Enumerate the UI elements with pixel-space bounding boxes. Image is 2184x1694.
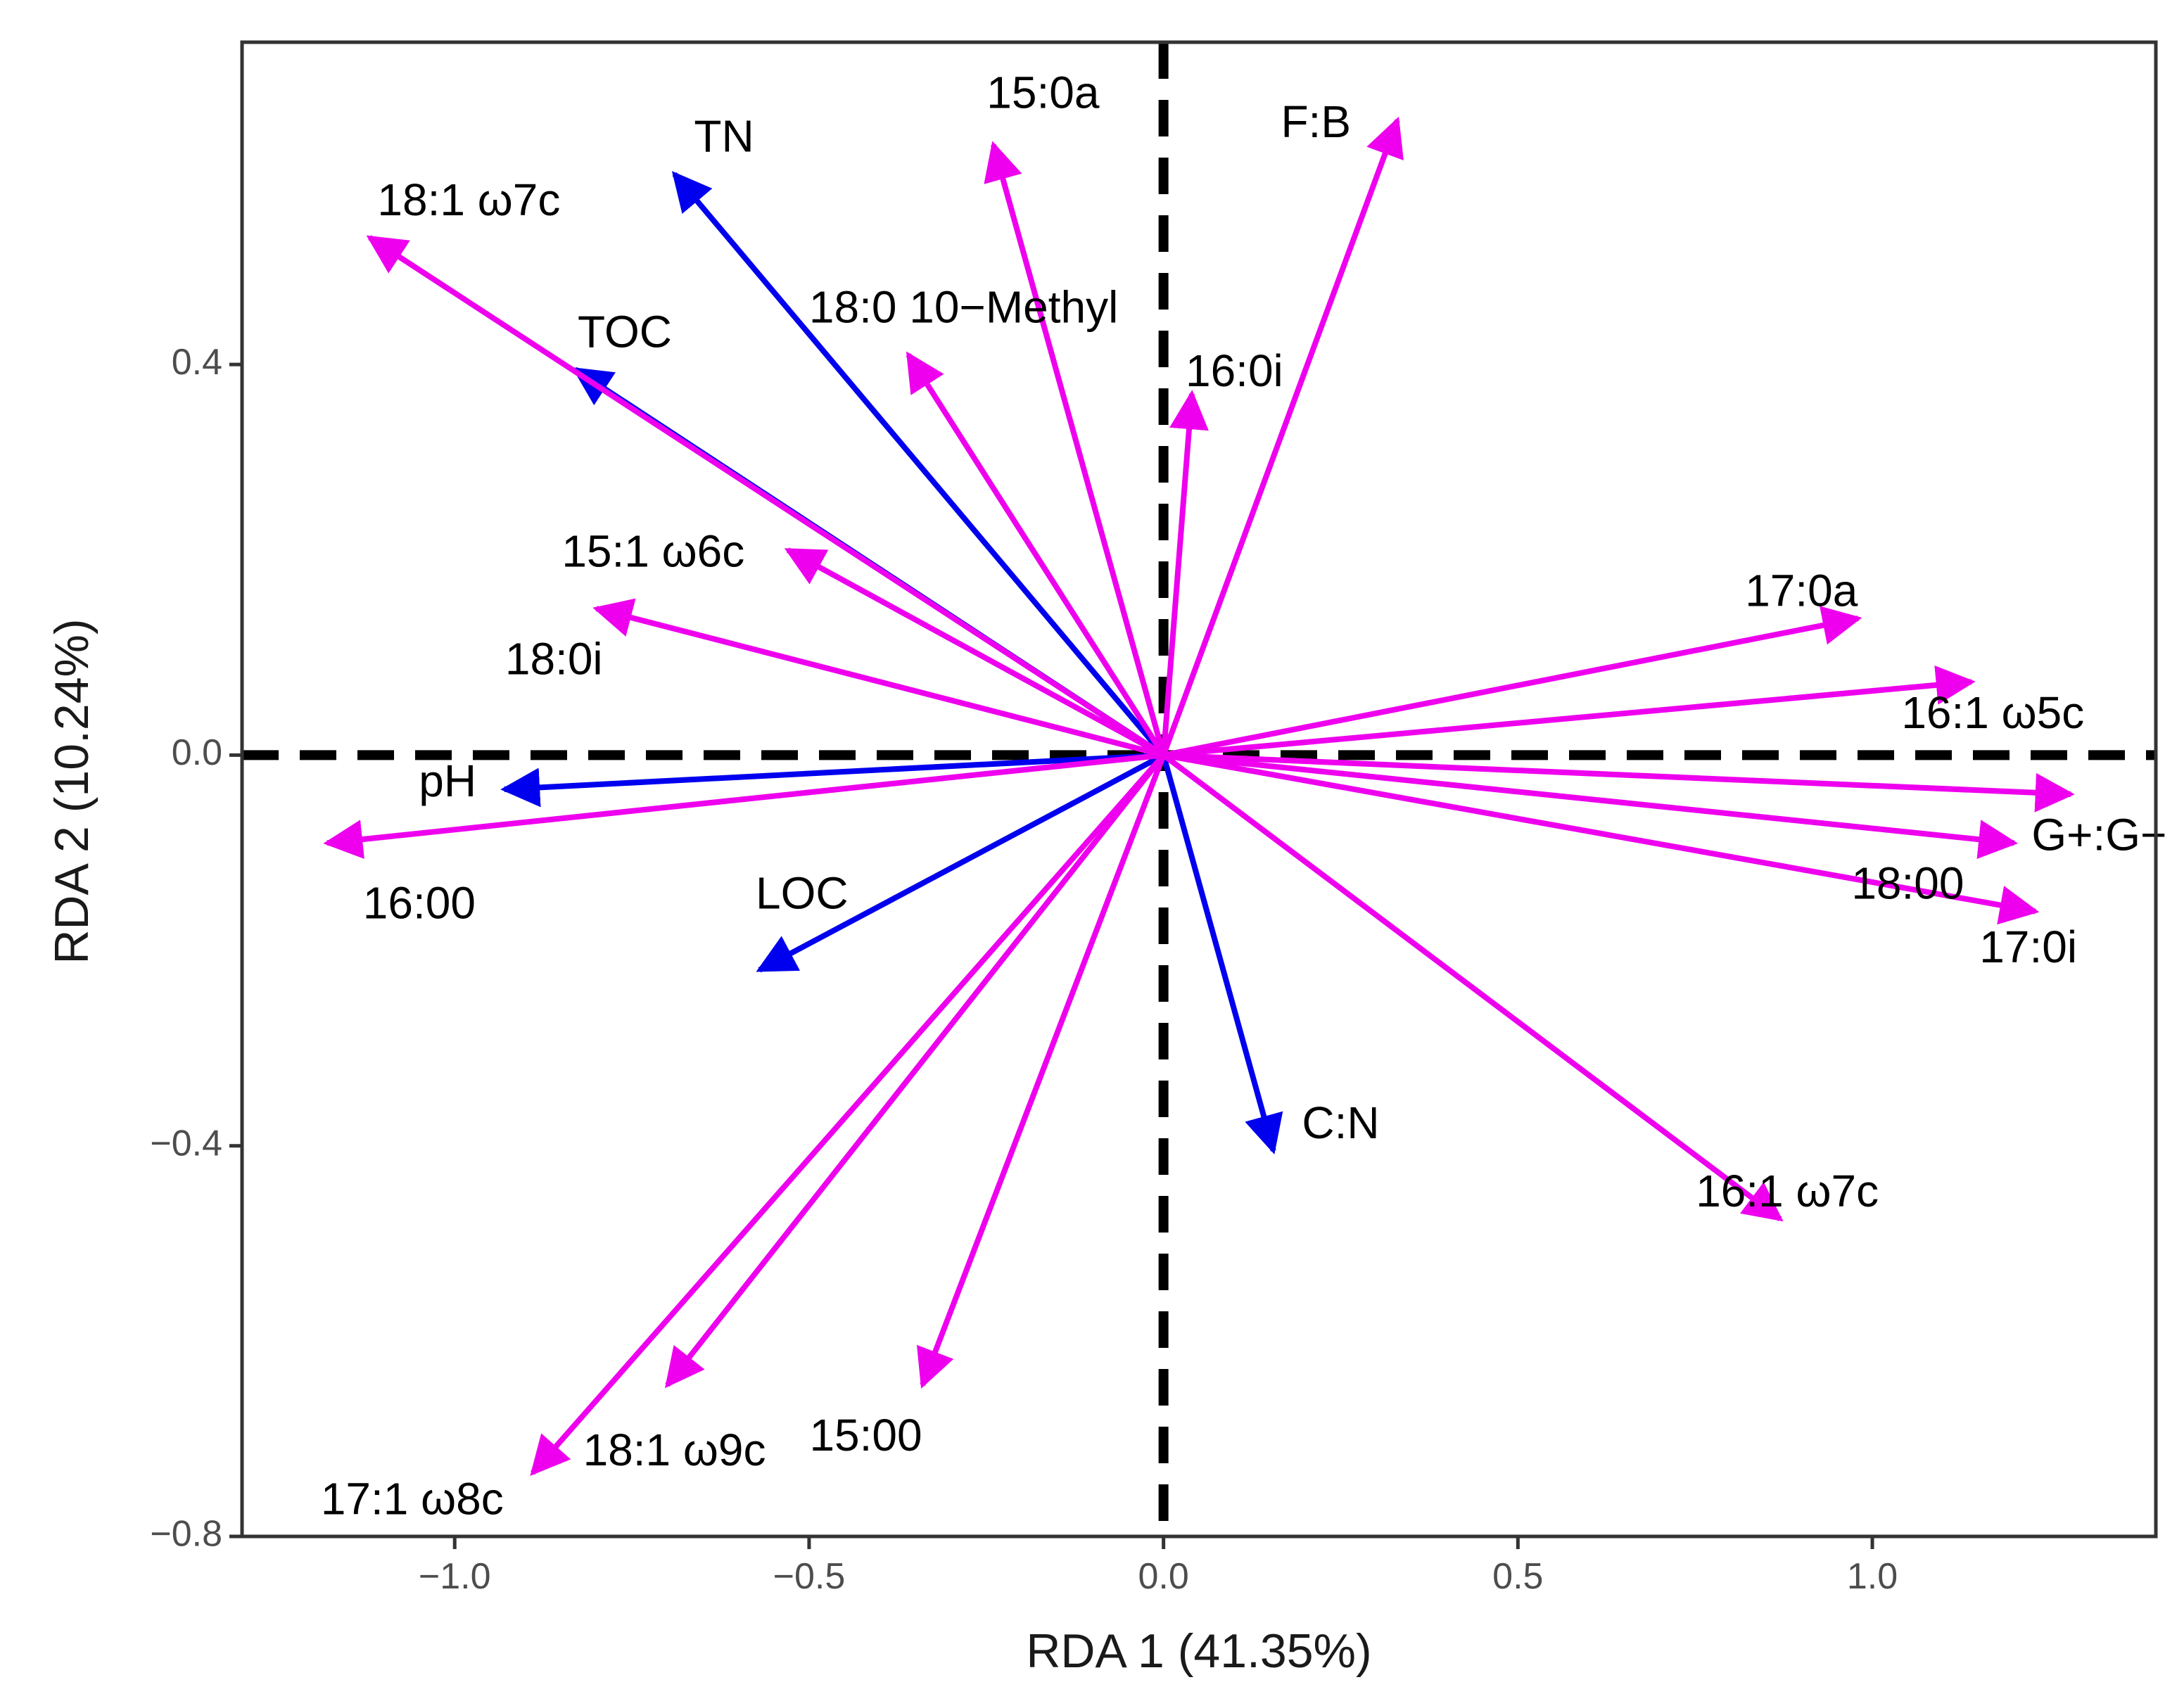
vector-labels: TN TOC pH LOC C:N 15:0a F:B 18:1 ω7c 18:0 10−Met… — [321, 67, 2167, 1524]
vector-arrow-g-g — [1163, 752, 2075, 813]
vector-arrow-15-1w6c — [784, 547, 1165, 758]
vector-arrow-ph — [500, 752, 1164, 808]
vector-arrow-17-1w8c — [530, 753, 1166, 1476]
vector-arrow-16-1w7c — [1162, 753, 1784, 1222]
x-tick-label: 0.5 — [1492, 1556, 1543, 1597]
y-tick-label: −0.4 — [150, 1123, 222, 1164]
vector-arrow-16-0i — [1160, 390, 1209, 756]
plot-panel-border — [240, 40, 2158, 1539]
y-tick-label: 0.4 — [172, 342, 222, 383]
vector-label-18-0-10-methyl: 18:0 10−Methyl — [809, 282, 1118, 333]
vector-label-f-b: F:B — [1281, 96, 1351, 147]
vector-label-toc: TOC — [578, 306, 672, 357]
vector-label-ph: pH — [419, 756, 476, 806]
vector-label-16-1w5c: 16:1 ω5c — [1901, 687, 2084, 738]
vector-label-17-1w8c: 17:1 ω8c — [321, 1473, 504, 1524]
x-tick-label: −0.5 — [773, 1556, 846, 1597]
vector-arrow-18-00 — [1163, 752, 2019, 860]
vector-arrow-18-1w9c — [664, 753, 1166, 1389]
y-axis-title: RDA 2 (10.24%) — [45, 618, 99, 964]
vector-label-17-0a: 17:0a — [1745, 565, 1858, 616]
vector-arrow-f-b — [1160, 116, 1404, 756]
x-axis: −1.0 −0.5 0.0 0.5 1.0 — [419, 1536, 1898, 1597]
vector-label-16-00: 16:00 — [363, 877, 476, 928]
vector-arrow-18-0i — [592, 598, 1164, 758]
vector-label-loc: LOC — [756, 868, 849, 919]
vector-arrow-15-00 — [916, 753, 1167, 1389]
vector-label-15-1w6c: 15:1 ω6c — [561, 526, 744, 577]
y-tick-label: 0.0 — [172, 732, 222, 773]
vector-label-tn: TN — [694, 111, 754, 162]
y-axis: −0.8 −0.4 0.0 0.4 — [150, 342, 242, 1555]
vector-arrow-16-00 — [323, 752, 1164, 859]
vector-arrow-18-0-10-methyl — [906, 351, 1167, 757]
vector-arrow-c-n — [1160, 754, 1283, 1155]
vector-label-16-1w7c: 16:1 ω7c — [1696, 1166, 1879, 1216]
vector-label-15-0a: 15:0a — [986, 67, 1100, 117]
vector-arrow-loc — [756, 752, 1165, 973]
plot-background — [242, 42, 2156, 1536]
vector-arrow-16-1w5c — [1163, 665, 1976, 758]
y-tick-label: −0.8 — [150, 1514, 222, 1555]
x-tick-label: 1.0 — [1847, 1556, 1898, 1597]
vector-label-18-00: 18:00 — [1851, 858, 1964, 909]
x-tick-label: 0.0 — [1138, 1556, 1188, 1597]
vector-label-18-1w9c: 18:1 ω9c — [583, 1425, 766, 1475]
vector-arrow-18-1w7c — [366, 235, 1165, 758]
vector-label-18-1w7c: 18:1 ω7c — [377, 174, 560, 225]
vector-label-17-0i: 17:0i — [1979, 922, 2077, 972]
vector-arrow-15-0a — [984, 141, 1167, 756]
vector-arrow-17-0i — [1162, 752, 2040, 925]
vector-label-c-n: C:N — [1302, 1097, 1379, 1148]
vector-arrows — [323, 116, 2075, 1476]
vector-arrow-17-0a — [1162, 606, 1862, 758]
vector-arrow-tn — [671, 171, 1166, 757]
x-axis-title: RDA 1 (41.35%) — [1026, 1624, 1371, 1678]
vector-label-15-00: 15:00 — [809, 1410, 922, 1460]
vector-label-18-0i: 18:0i — [505, 633, 603, 684]
vector-label-g-g: G+:G− — [2031, 809, 2166, 860]
vector-label-16-0i: 16:0i — [1186, 345, 1283, 396]
x-tick-label: −1.0 — [419, 1556, 491, 1597]
